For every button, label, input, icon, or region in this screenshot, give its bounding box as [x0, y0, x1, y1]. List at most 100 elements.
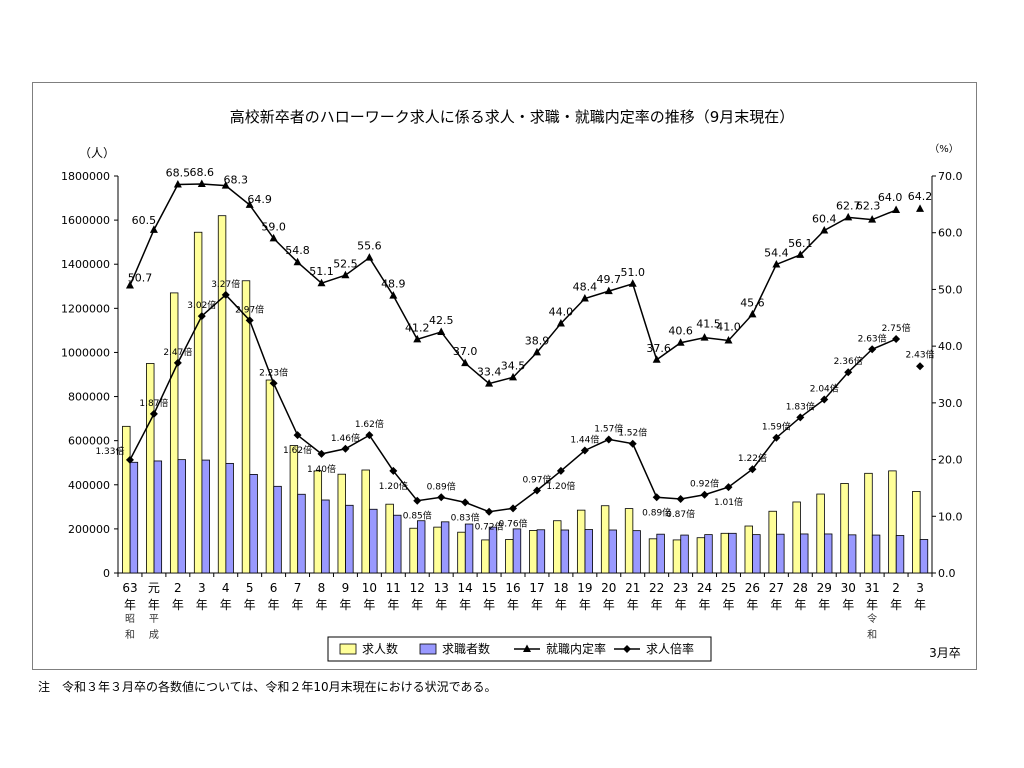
bar-job-offers	[193, 231, 203, 574]
y-left-tick-label: 1800000	[61, 170, 110, 183]
bar-job-seekers	[776, 533, 785, 574]
bar-job-seekers	[249, 474, 258, 574]
axes: 0 200000 400000 600000 800000 1000000 1200000 1…	[61, 170, 963, 580]
bar-job-seekers	[369, 508, 378, 574]
employment-rate-label: 40.6	[668, 325, 693, 338]
x-tick-label-number: 18	[553, 581, 568, 595]
y-left-tick-label: 1600000	[61, 214, 110, 227]
employment-rate-label: 49.7	[597, 273, 622, 286]
job-ratio-label: 1.44倍	[570, 433, 599, 445]
job-ratio-label: 1.40倍	[307, 463, 336, 475]
y-right-tick-label: 40.0	[938, 340, 963, 353]
y-left-unit: （人）	[79, 146, 115, 160]
bar-job-offers	[433, 526, 442, 574]
bar-job-seekers	[201, 459, 210, 574]
bar-job-seekers	[440, 521, 450, 574]
x-tick-label-year: 年	[339, 598, 351, 612]
bar-job-offers	[792, 501, 801, 574]
y-left-tick-label: 200000	[68, 523, 110, 536]
x-tick-label-year: 年	[196, 598, 208, 612]
x-tick-label-number: 22	[649, 581, 664, 595]
x-tick-label-year: 年	[363, 598, 375, 612]
job-ratio-label: 1.52倍	[618, 427, 647, 439]
employment-rate-marker	[724, 335, 733, 344]
x-tick-label-number: 9	[342, 581, 350, 595]
chart-frame	[32, 82, 977, 670]
bar-job-seekers	[393, 514, 402, 574]
bar-job-seekers	[752, 534, 761, 574]
bar-job-offers	[505, 539, 514, 574]
job-ratio-marker	[604, 435, 613, 444]
bar-job-offers	[409, 527, 418, 574]
job-ratio-marker	[748, 465, 757, 474]
bar-job-seekers	[704, 534, 713, 574]
employment-rate-label: 34.5	[501, 359, 526, 372]
job-ratio-marker	[556, 466, 565, 475]
x-tick-label-number: 6	[270, 581, 278, 595]
legend-label: 求職者数	[442, 641, 490, 656]
x-tick-label-number: 19	[577, 581, 592, 595]
bar-job-offers	[361, 469, 370, 574]
employment-rate-label: 41.5	[696, 318, 721, 331]
x-tick-label-number: 12	[410, 581, 425, 595]
job-ratio-marker	[532, 486, 541, 495]
x-tick-label-number: 11	[386, 581, 401, 595]
x-tick-label-number: 17	[529, 581, 544, 595]
job-ratio-label: 1.46倍	[331, 432, 360, 444]
chart-title: 高校新卒者のハローワーク求人に係る求人・求職・就職内定率の推移（9月末現在）	[230, 108, 795, 126]
bar-job-seekers	[584, 529, 593, 574]
bar-job-seekers	[632, 530, 641, 574]
bar-job-seekers	[345, 504, 354, 574]
bar-job-offers	[816, 493, 825, 574]
bar-job-seekers	[680, 534, 689, 574]
bar-job-seekers	[871, 534, 881, 574]
employment-rate-marker	[628, 279, 637, 287]
job-ratio-marker	[437, 493, 446, 502]
bar-job-seekers	[129, 461, 139, 574]
job-ratio-marker	[317, 449, 326, 458]
employment-rate-marker	[269, 233, 278, 242]
x-tick-label-number: 23	[673, 581, 688, 595]
x-tick-label-number: 元	[148, 581, 160, 595]
bar-job-seekers	[464, 523, 474, 574]
era-label: 平	[149, 614, 159, 625]
employment-rate-label: 62.7	[836, 199, 861, 212]
legend-swatch	[419, 643, 437, 655]
bar-job-offers	[289, 445, 299, 574]
x-tick-label-number: 5	[246, 581, 254, 595]
x-tick-label-number: 26	[745, 581, 760, 595]
legend-marker	[623, 645, 631, 653]
bar-job-offers	[624, 508, 634, 574]
job-ratio-label: 1.20倍	[546, 480, 575, 492]
employment-rate-label: 51.0	[620, 266, 645, 279]
employment-rate-marker	[389, 291, 398, 299]
bar-job-seekers	[536, 529, 546, 574]
x-tick-label-number: 15	[481, 581, 496, 595]
employment-rate-label: 64.2	[908, 190, 933, 203]
job-ratio-marker	[796, 413, 805, 422]
employment-rate-label: 42.5	[429, 314, 454, 327]
era-label: 令	[867, 612, 877, 625]
employment-rate-marker	[125, 280, 134, 289]
employment-rate-label: 62.3	[856, 200, 881, 213]
employment-rate-label: 68.5	[166, 167, 191, 180]
y-right-tick-label: 70.0	[938, 170, 963, 183]
bar-job-offers	[888, 470, 897, 574]
bar-job-seekers	[919, 539, 929, 574]
x-tick-label-year: 年	[890, 598, 902, 612]
employment-rate-label: 60.4	[812, 212, 837, 225]
y-right-unit: （%）	[929, 143, 959, 155]
job-ratio-label: 1.01倍	[714, 496, 743, 508]
employment-rate-marker	[604, 286, 613, 295]
x-tick-label-number: 14	[458, 581, 473, 595]
job-ratio-marker	[485, 507, 494, 516]
job-ratio-label: 1.22倍	[738, 452, 767, 464]
job-ratio-label: 3.27倍	[211, 278, 240, 290]
bar-job-offers	[672, 539, 682, 574]
bar-job-offers	[768, 510, 777, 574]
job-ratio-label: 2.63倍	[858, 332, 887, 344]
x-tick-label-year: 年	[579, 598, 591, 612]
employment-rate-label: 38.9	[525, 334, 550, 347]
x-tick-label-year: 年	[722, 598, 734, 612]
bar-job-offers	[265, 379, 275, 574]
